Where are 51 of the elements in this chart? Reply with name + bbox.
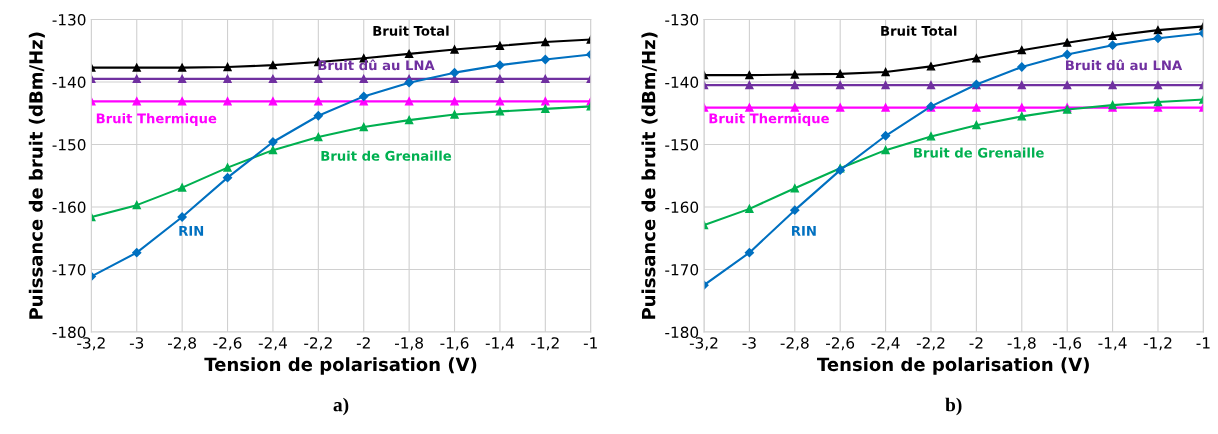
text: a) xyxy=(333,397,349,416)
x-tick-label: -1,2 xyxy=(531,337,559,351)
series-label: Bruit Thermique xyxy=(96,113,217,126)
x-tick-label: -1,6 xyxy=(1053,337,1082,351)
text: b) xyxy=(945,397,962,416)
y-axis-title: Puissance de bruit (dBm/Hz) xyxy=(28,32,45,319)
x-tick-label: -3 xyxy=(129,337,144,349)
x-tick-label: -1,8 xyxy=(394,337,423,351)
x-tick-label: -3,2 xyxy=(689,337,718,351)
series-label: Bruit dû au LNA xyxy=(318,59,435,71)
y-axis-title: Puissance de bruit (dBm/Hz) xyxy=(641,32,658,319)
x-tick-label: -3 xyxy=(742,337,756,349)
x-tick-label: -2 xyxy=(356,337,370,349)
x-axis-title: Tension de polarisation (V) xyxy=(204,357,477,375)
series-label: Bruit Thermique xyxy=(709,113,829,126)
x-tick-label: -2,6 xyxy=(826,337,855,351)
x-tick-label: -1,4 xyxy=(1098,337,1127,351)
series-label: Bruit de Grenaille xyxy=(321,150,452,161)
x-tick-label: -2,8 xyxy=(780,337,809,351)
y-tick-label: -140 xyxy=(52,76,86,89)
series-label: RIN xyxy=(179,226,204,236)
x-tick-label: -1 xyxy=(583,337,597,349)
x-tick-label: -2,2 xyxy=(916,337,945,351)
series-label: Bruit de Grenaille xyxy=(914,147,1044,158)
y-tick-label: -150 xyxy=(52,138,86,151)
x-tick-label: -2,4 xyxy=(871,337,900,351)
y-tick-label: -170 xyxy=(52,263,86,276)
x-tick-label: -2,8 xyxy=(167,337,197,351)
x-tick-label: -2 xyxy=(969,337,983,349)
series-label: Bruit dû au LNA xyxy=(1066,59,1183,71)
x-tick-label: -1,2 xyxy=(1143,337,1172,351)
y-tick-label: -160 xyxy=(665,201,699,214)
x-tick-label: -2,4 xyxy=(258,337,287,351)
y-tick-label: -130 xyxy=(665,14,699,26)
x-tick-label: -1,4 xyxy=(485,337,514,351)
series-label: Bruit Total xyxy=(373,25,449,36)
x-tick-label: -1,8 xyxy=(1007,337,1036,351)
x-tick-label: -2,2 xyxy=(304,337,332,351)
y-tick-label: -150 xyxy=(665,138,699,151)
y-tick-label: -160 xyxy=(52,201,86,214)
x-tick-label: -3,2 xyxy=(77,337,105,351)
y-tick-label: -140 xyxy=(665,76,699,89)
x-tick-label: -1,6 xyxy=(440,337,469,351)
series-label: Bruit Total xyxy=(881,25,957,36)
y-tick-label: -180 xyxy=(52,326,86,339)
x-axis-title: Tension de polarisation (V) xyxy=(817,357,1089,375)
y-tick-label: -170 xyxy=(665,263,699,276)
series-label: RIN xyxy=(792,226,816,236)
x-tick-label: -2,6 xyxy=(213,337,242,351)
y-tick-label: -130 xyxy=(52,14,86,26)
x-tick-label: -1 xyxy=(1196,337,1210,349)
